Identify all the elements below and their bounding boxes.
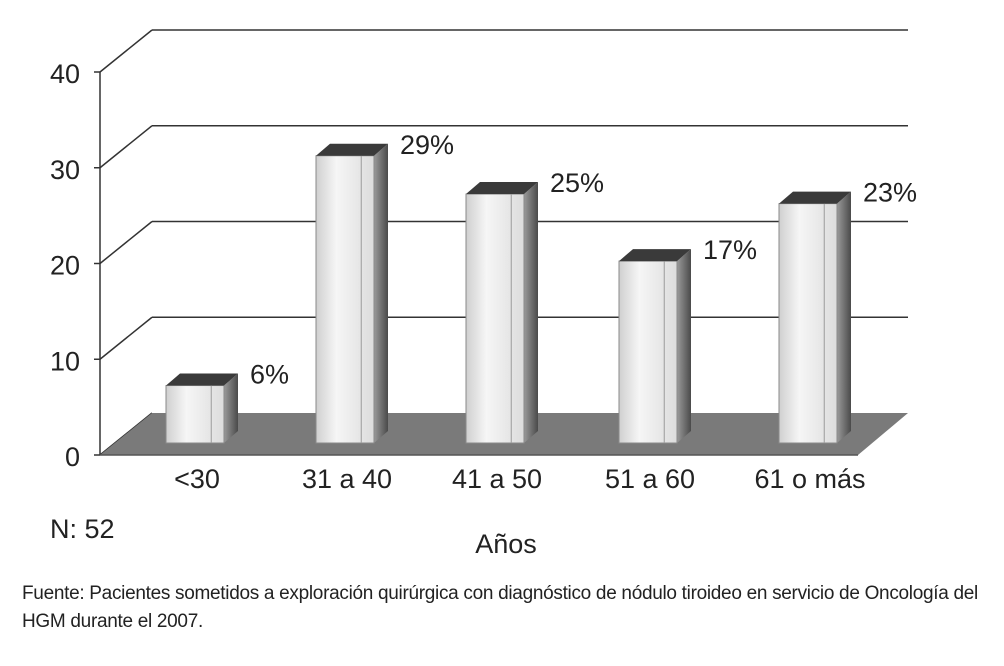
bar: [778, 191, 851, 444]
bar-side: [524, 182, 538, 444]
bar-front: [165, 385, 225, 444]
bar-side: [837, 191, 851, 443]
bar-top: [316, 143, 388, 156]
bar-side: [374, 143, 388, 443]
gridline-depth: [99, 316, 153, 360]
bar-top: [619, 249, 691, 262]
bar-top: [779, 191, 851, 204]
y-tick-label: 0: [65, 442, 80, 472]
data-label: 6%: [250, 360, 289, 390]
y-tick-label: 40: [50, 59, 80, 89]
gridline-depth: [99, 29, 153, 73]
bar-front: [618, 260, 678, 444]
y-tick-label: 30: [50, 155, 80, 185]
bar: [465, 182, 538, 444]
bar-top: [466, 182, 538, 195]
data-label: 17%: [703, 235, 757, 265]
source-note: Fuente: Pacientes sometidos a exploració…: [22, 583, 978, 632]
bar: [315, 143, 388, 444]
bar-side: [224, 373, 238, 443]
y-tick-label: 10: [50, 346, 80, 376]
y-tick-label: 20: [50, 251, 80, 281]
x-tick-label: 51 a 60: [605, 464, 695, 494]
data-label: 25%: [550, 168, 604, 198]
bar-chart: 0 10 20 30 40 6% <30 29% 31 a 40 25% 41 a 50 17% 51 …: [50, 29, 917, 559]
x-tick-label: 31 a 40: [302, 464, 392, 494]
bar-front: [315, 155, 375, 444]
bar: [618, 249, 691, 444]
bar-top: [166, 373, 238, 386]
x-tick-label: 41 a 50: [452, 464, 542, 494]
sample-size-label: N: 52: [50, 514, 115, 544]
gridline-depth: [99, 220, 153, 265]
x-tick-label: <30: [174, 464, 220, 494]
x-axis-title: Años: [475, 529, 537, 559]
data-label: 23%: [863, 178, 917, 208]
gridline-depth: [99, 125, 153, 169]
x-tick-label: 61 o más: [754, 464, 865, 494]
data-label: 29%: [400, 130, 454, 160]
bar-front: [465, 193, 525, 444]
bar: [165, 373, 238, 444]
bar-front: [778, 203, 838, 444]
bar-side: [677, 249, 691, 443]
